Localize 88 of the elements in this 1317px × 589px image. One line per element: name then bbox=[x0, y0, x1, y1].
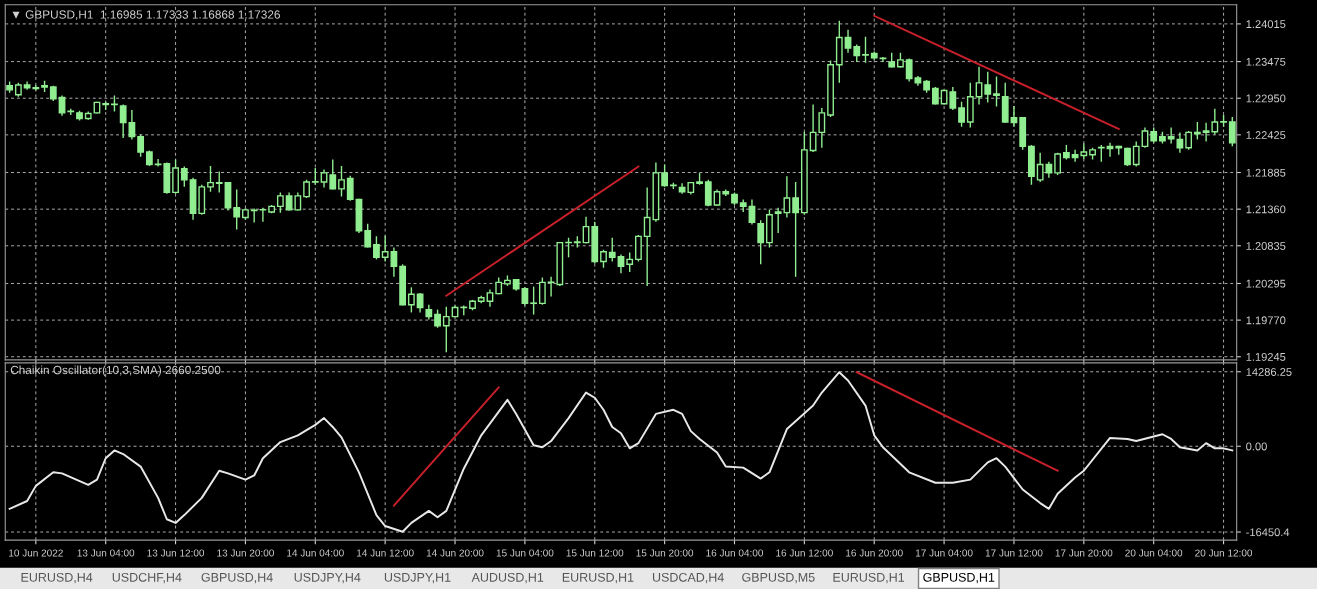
candlestick bbox=[276, 191, 284, 214]
x-tick-label: 14 Jun 04:00 bbox=[287, 549, 344, 557]
candlestick bbox=[844, 29, 852, 54]
x-tick-label: 17 Jun 04:00 bbox=[915, 549, 973, 557]
x-tick-label: 15 Jun 12:00 bbox=[566, 549, 624, 557]
text: EURUSD,H1 bbox=[562, 572, 634, 584]
candlestick bbox=[58, 94, 66, 117]
candlestick bbox=[635, 234, 642, 263]
candlestick bbox=[346, 174, 354, 202]
candlestick bbox=[320, 168, 328, 189]
text: GBPUSD,H4 bbox=[201, 572, 273, 584]
x-tick-label: 15 Jun 20:00 bbox=[636, 549, 694, 557]
candlestick bbox=[215, 170, 223, 194]
candlestick bbox=[608, 237, 616, 263]
candlestick bbox=[984, 71, 992, 104]
text: GBPUSD,H1 bbox=[923, 572, 995, 584]
x-tick-label: 16 Jun 04:00 bbox=[706, 549, 764, 557]
candlestick bbox=[600, 248, 607, 269]
candlestick bbox=[233, 188, 241, 231]
y-tick-label: 1.21885 bbox=[1246, 168, 1286, 177]
candlestick bbox=[1202, 121, 1210, 143]
candlestick bbox=[792, 181, 800, 278]
candlestick bbox=[1176, 131, 1184, 154]
x-tick-label: 13 Jun 20:00 bbox=[217, 549, 274, 557]
candlestick bbox=[958, 101, 965, 128]
candlestick bbox=[661, 163, 669, 188]
x-tick-label: 14 Jun 12:00 bbox=[357, 549, 414, 557]
x-tick-label: 15 Jun 04:00 bbox=[496, 549, 554, 557]
x-tick-label: 20 Jun 12:00 bbox=[1195, 549, 1253, 557]
candlestick bbox=[1080, 142, 1088, 160]
candlestick bbox=[1141, 126, 1149, 149]
y-tick-label: 1.21360 bbox=[1246, 205, 1286, 214]
x-tick-label: 13 Jun 04:00 bbox=[77, 549, 135, 557]
y-tick-label: 14286.25 bbox=[1246, 368, 1292, 376]
y-tick-label: 1.19245 bbox=[1246, 353, 1286, 361]
text: USDCAD,H4 bbox=[652, 572, 724, 584]
candlestick bbox=[364, 223, 372, 249]
candlestick bbox=[434, 308, 441, 329]
y-tick-label: 1.22950 bbox=[1246, 94, 1286, 103]
x-tick-label: 10 Jun 2022 bbox=[9, 549, 63, 557]
text: EURUSD,H4 bbox=[21, 572, 93, 584]
candlestick bbox=[1211, 107, 1219, 136]
x-tick-label: 14 Jun 20:00 bbox=[426, 549, 484, 557]
candlestick bbox=[338, 165, 345, 198]
candlestick bbox=[207, 165, 214, 193]
x-tick-label: 16 Jun 12:00 bbox=[776, 549, 833, 557]
candlestick bbox=[1132, 140, 1140, 168]
candlestick bbox=[137, 133, 145, 158]
candlestick bbox=[975, 66, 983, 106]
y-tick-label: 1.23475 bbox=[1246, 57, 1286, 66]
candlestick bbox=[862, 36, 869, 64]
candlestick bbox=[416, 292, 424, 314]
x-tick-label: 17 Jun 12:00 bbox=[985, 549, 1043, 557]
y-tick-label: 1.20295 bbox=[1246, 279, 1286, 288]
candlestick bbox=[530, 285, 538, 316]
candlestick bbox=[626, 251, 634, 273]
text: USDJPY,H4 bbox=[294, 572, 361, 584]
x-tick-label: 17 Jun 20:00 bbox=[1055, 549, 1113, 557]
chart-title: ▼ GBPUSD,H1 1.16985 1.17333 1.16868 1.17326 bbox=[12, 10, 280, 21]
text: EURUSD,H1 bbox=[833, 572, 905, 584]
chart-title: Chaikin Oscillator(10,3,SMA) 2660.2500 bbox=[10, 365, 221, 377]
text: USDCHF,H4 bbox=[112, 572, 182, 584]
candlestick bbox=[949, 86, 957, 111]
candlestick bbox=[180, 165, 188, 188]
text: AUDUSD,H1 bbox=[471, 572, 544, 584]
y-tick-label: 1.19770 bbox=[1246, 316, 1286, 325]
candlestick bbox=[303, 179, 310, 199]
candlestick bbox=[442, 306, 450, 353]
candlestick bbox=[757, 219, 765, 265]
y-tick-label: 1.20835 bbox=[1246, 242, 1286, 250]
candlestick bbox=[329, 158, 337, 191]
candlestick bbox=[704, 179, 712, 208]
candlestick bbox=[1185, 130, 1193, 151]
x-tick-label: 16 Jun 20:00 bbox=[846, 549, 903, 557]
x-tick-label: 20 Jun 04:00 bbox=[1125, 549, 1183, 557]
candlestick bbox=[373, 235, 380, 261]
candlestick bbox=[407, 286, 415, 314]
y-tick-label: 1.24015 bbox=[1246, 20, 1286, 29]
candlestick bbox=[993, 75, 1000, 108]
candlestick bbox=[818, 107, 826, 149]
candlestick bbox=[1167, 126, 1175, 145]
y-tick-label: 0.00 bbox=[1246, 442, 1267, 451]
text: GBPUSD,M5 bbox=[742, 572, 815, 584]
y-tick-label: -16450.4 bbox=[1246, 528, 1290, 537]
text: USDJPY,H1 bbox=[384, 572, 451, 584]
y-tick-label: 1.22425 bbox=[1246, 131, 1286, 139]
x-tick-label: 13 Jun 12:00 bbox=[147, 549, 205, 557]
candlestick bbox=[538, 276, 546, 306]
